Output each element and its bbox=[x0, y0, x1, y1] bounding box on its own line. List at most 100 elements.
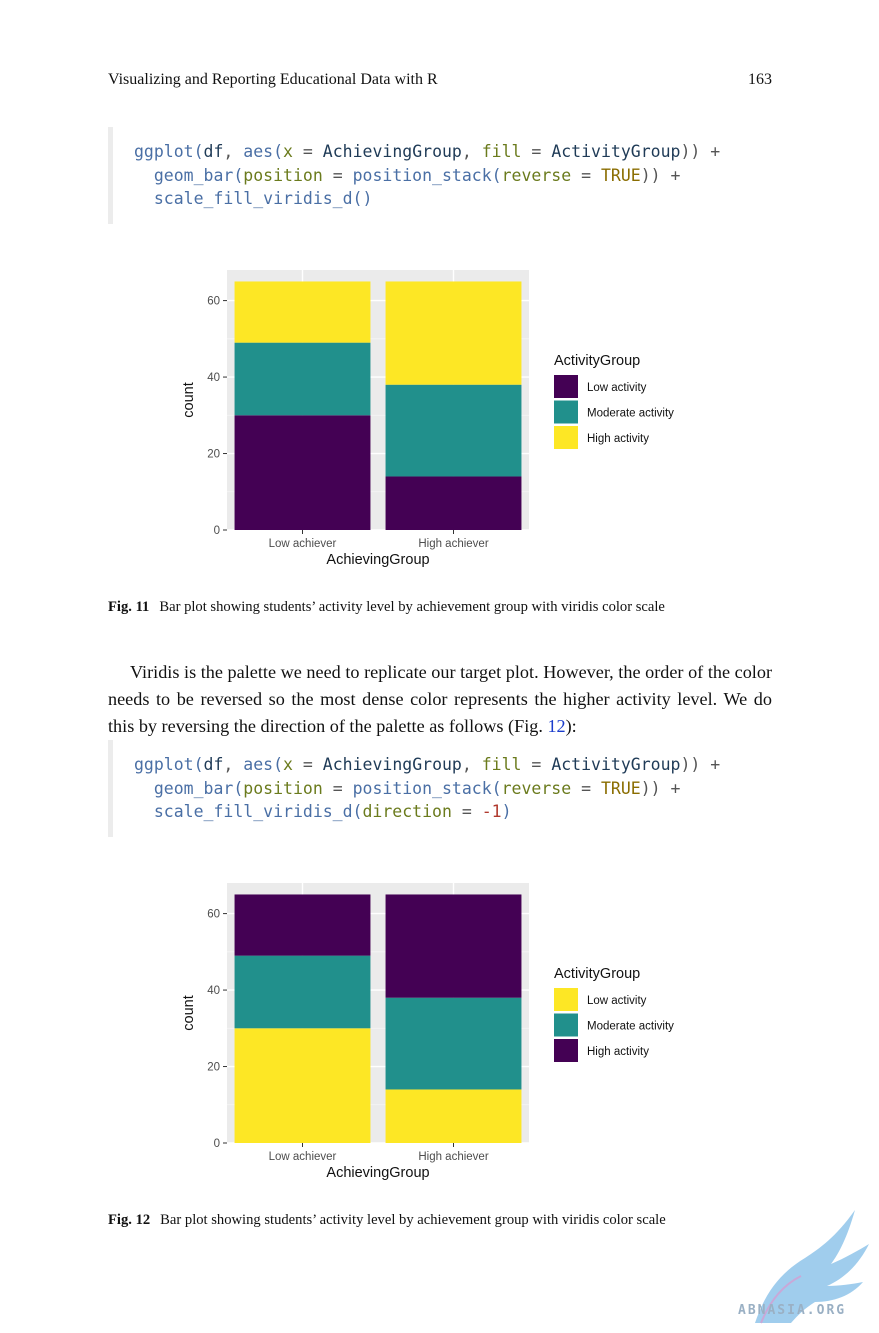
code-token: scale_fill_viridis_d( bbox=[153, 802, 363, 821]
page-number: 163 bbox=[748, 71, 772, 88]
code-token: reverse bbox=[501, 778, 572, 798]
code-token: TRUE bbox=[600, 165, 641, 185]
x-tick-label: Low achiever bbox=[269, 538, 337, 550]
code-token: )) + bbox=[680, 755, 721, 774]
code-token: scale_fill_viridis_d() bbox=[153, 189, 373, 208]
code-line: geom_bar(position = position_stack(rever… bbox=[134, 164, 772, 188]
running-head: Visualizing and Reporting Educational Da… bbox=[108, 71, 438, 88]
legend-swatch bbox=[554, 426, 578, 449]
caption-label: Fig. 12 bbox=[108, 1212, 151, 1228]
bar-segment bbox=[385, 384, 522, 477]
code-token: position bbox=[243, 165, 323, 185]
legend-swatch bbox=[554, 988, 578, 1011]
bar-segment bbox=[385, 997, 522, 1090]
legend-swatch bbox=[554, 375, 578, 398]
code-token bbox=[134, 189, 154, 208]
code-token: geom_bar( bbox=[153, 165, 244, 185]
legend-title: ActivityGroup bbox=[554, 353, 640, 369]
code-token: -1 bbox=[481, 802, 502, 821]
y-tick-label: 60 bbox=[207, 909, 220, 921]
code-token: ActivityGroup bbox=[551, 142, 681, 161]
code-token: = bbox=[451, 802, 482, 821]
code-token: x bbox=[283, 142, 293, 161]
figure-11: 0 20 40 60 Low achiever High achiever Achievin… bbox=[180, 262, 740, 582]
y-tick-label: 40 bbox=[207, 372, 220, 384]
code-token bbox=[134, 779, 154, 798]
bar-chart-fig11: 0 20 40 60 Low achiever High achiever Achievin… bbox=[181, 270, 674, 568]
y-tick-label: 20 bbox=[207, 1062, 220, 1074]
code-token bbox=[134, 802, 154, 821]
x-axis-label: AchievingGroup bbox=[326, 1165, 429, 1181]
paragraph-text-end: ): bbox=[565, 716, 577, 736]
code-token: position_stack( bbox=[352, 165, 502, 185]
bar-segment bbox=[234, 342, 371, 416]
legend-swatch bbox=[554, 1039, 578, 1062]
y-axis-label: count bbox=[181, 995, 197, 1030]
code-token: = bbox=[521, 755, 552, 774]
x-tick-label: Low achiever bbox=[269, 1151, 337, 1163]
code-token: position bbox=[243, 778, 323, 798]
code-token: ) bbox=[501, 802, 512, 821]
watermark-logo-icon bbox=[755, 1210, 869, 1324]
figure-12: 0 20 40 60 Low achiever High achiever Achievin… bbox=[180, 875, 740, 1195]
code-token: = bbox=[521, 142, 552, 161]
code-token: direction bbox=[362, 802, 452, 821]
code-token: , bbox=[461, 755, 482, 774]
y-tick-label: 20 bbox=[207, 449, 220, 461]
code-token: AchievingGroup bbox=[322, 755, 462, 774]
caption-fig11: Fig. 11 Bar plot showing students’ activi… bbox=[108, 599, 665, 616]
y-tick-label: 60 bbox=[207, 296, 220, 308]
code-token: , bbox=[461, 142, 482, 161]
legend-swatch bbox=[554, 1013, 578, 1037]
x-tick-label: High achiever bbox=[418, 538, 488, 550]
y-axis-label: count bbox=[181, 382, 197, 417]
paragraph-text: Viridis is the palette we need to replic… bbox=[108, 662, 772, 736]
code-token: df bbox=[203, 755, 224, 774]
code-line: scale_fill_viridis_d(direction = -1) bbox=[134, 800, 772, 824]
legend-label: Low activity bbox=[587, 382, 647, 394]
bar-segment bbox=[385, 1089, 522, 1143]
code-token: , bbox=[223, 142, 244, 161]
bar-segment bbox=[234, 1028, 371, 1143]
code-token: AchievingGroup bbox=[322, 142, 462, 161]
code-token: )) + bbox=[640, 165, 681, 185]
code-block-1: ggplot(df, aes(x = AchievingGroup, fill … bbox=[108, 127, 772, 224]
code-token: , bbox=[223, 755, 244, 774]
code-token: ggplot( bbox=[134, 755, 204, 774]
y-tick-label: 40 bbox=[207, 985, 220, 997]
figure-reference-link[interactable]: 12 bbox=[547, 716, 566, 736]
caption-fig12: Fig. 12 Bar plot showing students’ activi… bbox=[108, 1212, 666, 1229]
code-token: aes( bbox=[243, 142, 284, 161]
code-token: = bbox=[571, 165, 601, 185]
bar-segment bbox=[234, 955, 371, 1029]
code-token: position_stack( bbox=[352, 778, 502, 798]
bar-segment bbox=[234, 894, 371, 956]
code-token: = bbox=[322, 778, 353, 798]
legend-label: High activity bbox=[587, 433, 649, 445]
watermark-text: ABNASIA.ORG bbox=[738, 1303, 847, 1318]
y-tick-label: 0 bbox=[214, 1138, 220, 1150]
bar-segment bbox=[234, 281, 371, 343]
bar-chart-fig12: 0 20 40 60 Low achiever High achiever Achievin… bbox=[181, 883, 674, 1181]
code-token: = bbox=[322, 165, 353, 185]
code-token: fill bbox=[481, 755, 522, 774]
y-tick-label: 0 bbox=[214, 525, 220, 537]
code-token: aes( bbox=[243, 755, 284, 774]
code-line: geom_bar(position = position_stack(rever… bbox=[134, 777, 772, 801]
bar-segment bbox=[234, 415, 371, 530]
code-token: = bbox=[292, 142, 323, 161]
caption-text: Bar plot showing students’ activity leve… bbox=[159, 599, 665, 615]
code-token: x bbox=[283, 755, 293, 774]
code-token: df bbox=[203, 142, 224, 161]
code-token: = bbox=[571, 778, 601, 798]
bar-segment bbox=[385, 281, 522, 385]
code-token: )) + bbox=[680, 142, 721, 161]
legend-label: Moderate activity bbox=[587, 1021, 674, 1033]
x-axis-label: AchievingGroup bbox=[326, 552, 429, 568]
code-token: fill bbox=[481, 142, 522, 161]
code-token bbox=[134, 166, 154, 185]
code-token: ActivityGroup bbox=[551, 755, 681, 774]
caption-label: Fig. 11 bbox=[108, 599, 150, 615]
code-line: ggplot(df, aes(x = AchievingGroup, fill … bbox=[134, 140, 772, 164]
bar-segment bbox=[385, 476, 522, 530]
